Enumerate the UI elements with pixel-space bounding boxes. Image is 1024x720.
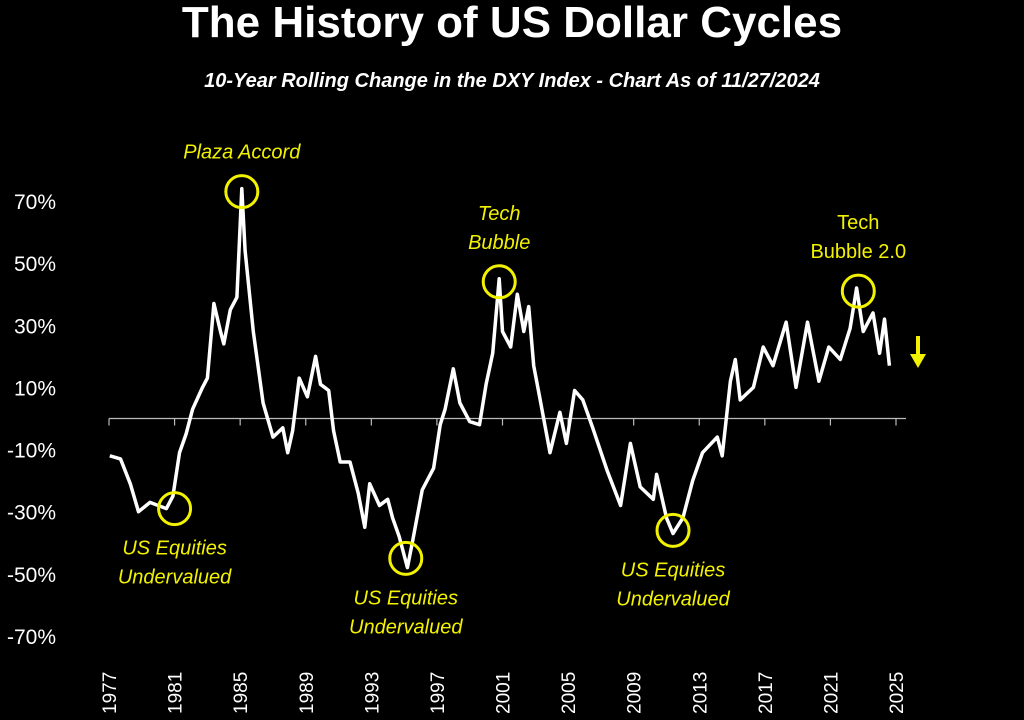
- x-tick-label: 2001: [494, 672, 515, 714]
- x-tick-label: 2009: [625, 672, 646, 714]
- y-tick-label: 70%: [14, 191, 56, 214]
- x-tick-label: 2025: [887, 672, 908, 714]
- series-line: [109, 186, 892, 570]
- annotation-label: US Equities: [621, 559, 726, 581]
- x-tick-label: 2005: [559, 672, 580, 714]
- x-tick-label: 2021: [821, 672, 842, 714]
- annotation-circle: [840, 273, 876, 309]
- x-tick-label: 1981: [166, 672, 187, 714]
- y-tick-label: -30%: [7, 502, 56, 525]
- annotation-label: Undervalued: [616, 588, 730, 610]
- x-tick-label: 1985: [231, 672, 252, 714]
- x-tick-label: 2017: [756, 672, 777, 714]
- y-tick-label: -10%: [7, 440, 56, 463]
- y-tick-label: 10%: [14, 377, 56, 400]
- annotation-label: US Equities: [354, 587, 459, 609]
- annotation-label: Tech: [478, 203, 521, 225]
- chart-title: The History of US Dollar Cycles: [181, 0, 843, 47]
- annotation-label: Plaza Accord: [183, 142, 301, 164]
- annotation-label: Bubble 2.0: [810, 241, 906, 263]
- annotation-circle: [388, 540, 424, 576]
- annotation-circle: [655, 512, 691, 548]
- y-tick-label: 50%: [14, 253, 56, 276]
- y-tick-label: -70%: [7, 626, 56, 649]
- y-tick-label: 30%: [14, 315, 56, 338]
- x-tick-label: 2013: [690, 672, 711, 714]
- annotation-label: Tech: [837, 212, 879, 234]
- arrow-down-icon-head: [910, 354, 926, 368]
- annotation-label: Undervalued: [349, 616, 463, 638]
- annotation-circle: [224, 174, 260, 210]
- annotation-label: Bubble: [468, 232, 530, 254]
- annotation-label: Undervalued: [118, 567, 232, 589]
- annotation-label: US Equities: [122, 538, 227, 560]
- x-tick-label: 1977: [100, 672, 121, 714]
- chart-subtitle: 10-Year Rolling Change in the DXY Index …: [204, 70, 820, 92]
- annotation-circle: [157, 491, 193, 527]
- annotation-circle: [481, 264, 517, 300]
- x-tick-label: 1993: [362, 672, 383, 714]
- x-tick-label: 1997: [428, 672, 449, 714]
- y-tick-label: -50%: [7, 564, 56, 587]
- x-tick-label: 1989: [297, 672, 318, 714]
